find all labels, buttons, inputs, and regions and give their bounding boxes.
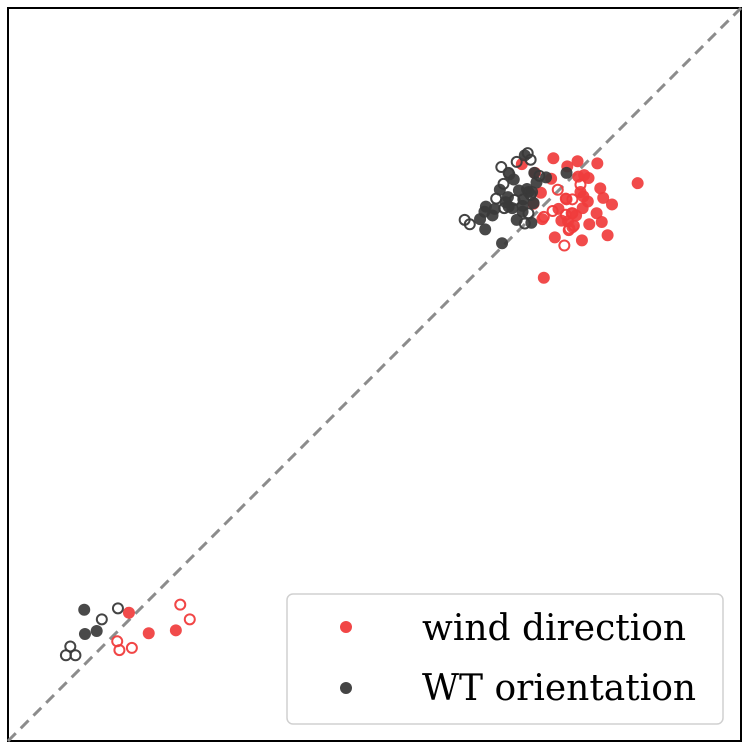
wt-orientation-filled-point xyxy=(516,205,529,218)
wind-direction-filled-point xyxy=(548,231,561,244)
wt-orientation-hollow-point xyxy=(69,649,82,662)
wt-orientation-filled-point xyxy=(506,202,519,215)
wind-direction-filled-point xyxy=(590,207,603,220)
wind-direction-hollow-point xyxy=(551,183,564,196)
wind-direction-filled-point xyxy=(169,624,182,637)
wt-orientation-filled-point xyxy=(78,603,91,616)
wt-orientation-filled-point xyxy=(530,176,543,189)
wind-direction-filled-point xyxy=(574,185,587,198)
wind-direction-filled-point xyxy=(631,177,644,190)
wt-orientation-filled-point xyxy=(496,237,509,250)
wind-direction-filled-point xyxy=(566,221,579,234)
legend: wind direction WT orientation xyxy=(286,593,724,725)
wind-direction-filled-point xyxy=(570,209,583,222)
wt-orientation-hollow-point xyxy=(495,161,508,174)
legend-marker-wt-orientation xyxy=(340,682,352,694)
wt-orientation-filled-point xyxy=(540,171,553,184)
wt-orientation-filled-point xyxy=(527,196,540,209)
wind-direction-filled-point xyxy=(142,627,155,640)
wt-orientation-filled-point xyxy=(526,185,539,198)
wind-direction-filled-point xyxy=(552,202,565,215)
wind-direction-filled-point xyxy=(597,191,610,204)
wind-direction-hollow-point xyxy=(111,635,124,648)
wt-orientation-hollow-point xyxy=(463,218,476,231)
wt-orientation-filled-point xyxy=(560,166,573,179)
wind-direction-filled-point xyxy=(547,152,560,165)
wind-direction-filled-point xyxy=(581,195,594,208)
legend-label-wind-direction: wind direction xyxy=(422,608,686,649)
wt-orientation-filled-point xyxy=(525,216,538,229)
wind-direction-filled-point xyxy=(571,155,584,168)
wind-direction-filled-point xyxy=(595,216,608,229)
wt-orientation-hollow-point xyxy=(111,602,124,615)
wt-orientation-hollow-point xyxy=(510,155,523,168)
wind-direction-filled-point xyxy=(583,218,596,231)
data-points xyxy=(59,147,644,662)
legend-box xyxy=(286,593,724,725)
wt-orientation-filled-point xyxy=(493,183,506,196)
wind-direction-hollow-point xyxy=(183,613,196,626)
wt-orientation-filled-point xyxy=(488,202,501,215)
wind-direction-filled-point xyxy=(560,193,573,206)
wt-orientation-hollow-point xyxy=(95,613,108,626)
legend-marker-wind-direction xyxy=(340,621,352,633)
wt-orientation-filled-point xyxy=(479,223,492,236)
wind-direction-filled-point xyxy=(536,213,549,226)
wind-direction-filled-point xyxy=(594,182,607,195)
wind-direction-filled-point xyxy=(572,170,585,183)
reference-diagonal-line xyxy=(6,6,743,743)
wind-direction-filled-point xyxy=(537,271,550,284)
wt-orientation-filled-point xyxy=(528,166,541,179)
wind-direction-hollow-point xyxy=(558,239,571,252)
wind-direction-filled-point xyxy=(605,198,618,211)
wt-orientation-filled-point xyxy=(517,193,530,206)
wt-orientation-hollow-point xyxy=(64,640,77,653)
wind-direction-filled-point xyxy=(591,157,604,170)
wt-orientation-filled-point xyxy=(90,625,103,638)
wt-orientation-filled-point xyxy=(507,173,520,186)
wt-orientation-filled-point xyxy=(78,627,91,640)
legend-label-wt-orientation: WT orientation xyxy=(422,668,696,709)
wind-direction-filled-point xyxy=(582,172,595,185)
wt-orientation-filled-point xyxy=(478,205,491,218)
wind-direction-filled-point xyxy=(601,229,614,242)
wind-direction-filled-point xyxy=(534,186,547,199)
wind-direction-hollow-point xyxy=(174,598,187,611)
wt-orientation-filled-point xyxy=(518,149,531,162)
wind-direction-hollow-point xyxy=(125,641,138,654)
wind-direction-filled-point xyxy=(575,234,588,247)
wind-direction-filled-point xyxy=(122,606,135,619)
